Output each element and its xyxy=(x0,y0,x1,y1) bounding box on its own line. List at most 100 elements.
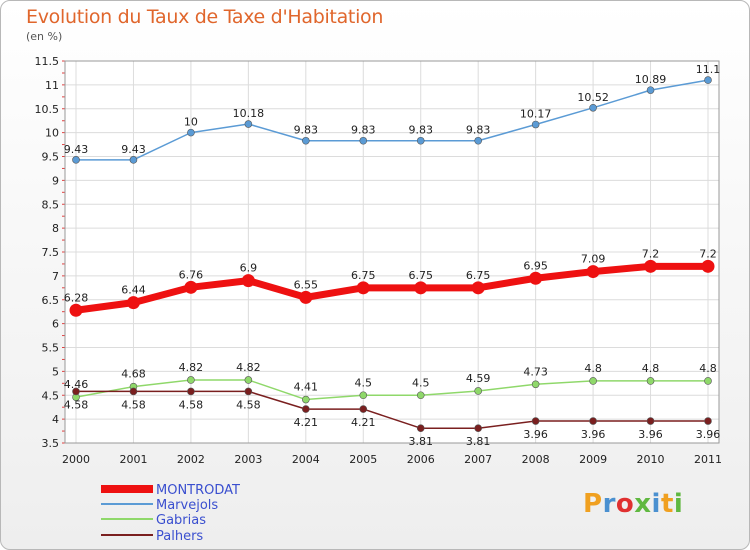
data-point xyxy=(129,387,138,396)
data-point xyxy=(589,103,597,112)
data-label: 10.18 xyxy=(233,107,265,120)
proxiti-logo: Proxiti xyxy=(583,489,683,519)
data-label: 7.2 xyxy=(642,247,660,260)
data-point xyxy=(414,281,428,295)
data-point xyxy=(244,387,253,396)
data-point xyxy=(416,136,425,145)
x-tick-label: 2010 xyxy=(637,453,665,466)
y-tick-label: 7.5 xyxy=(42,246,60,259)
data-point xyxy=(302,136,310,145)
data-label: 9.43 xyxy=(121,143,146,156)
data-label: 4.21 xyxy=(351,416,376,429)
data-label: 3.96 xyxy=(581,428,606,441)
x-tick-label: 2011 xyxy=(694,453,722,466)
data-label: 6.75 xyxy=(408,269,433,282)
logo-letter: t xyxy=(660,489,674,519)
data-point xyxy=(299,290,313,304)
x-tick-label: 2004 xyxy=(292,453,320,466)
data-label: 4.68 xyxy=(121,368,146,381)
data-label: 4.8 xyxy=(584,362,602,375)
data-label: 4.5 xyxy=(412,376,430,389)
data-label: 4.8 xyxy=(699,362,717,375)
data-point xyxy=(701,259,715,273)
data-label: 6.75 xyxy=(351,269,376,282)
data-label: 10.52 xyxy=(577,91,609,104)
data-point xyxy=(704,76,712,84)
series-line-montrodat xyxy=(75,262,708,314)
data-point xyxy=(302,405,310,413)
chart-title: Evolution du Taux de Taxe d'Habitation xyxy=(26,6,384,28)
data-point xyxy=(356,281,370,295)
data-label: 4.41 xyxy=(294,381,319,394)
data-point xyxy=(471,281,485,295)
x-tick-label: 2006 xyxy=(407,453,435,466)
data-label: 4.8 xyxy=(642,362,660,375)
data-point xyxy=(531,120,540,129)
data-point xyxy=(416,424,425,432)
y-tick-label: 9 xyxy=(52,174,59,187)
series-line-gabrias xyxy=(75,379,708,401)
data-point xyxy=(646,86,655,94)
data-point xyxy=(704,377,712,385)
x-tick-label: 2007 xyxy=(464,453,492,466)
data-point xyxy=(531,417,540,425)
data-label: 4.5 xyxy=(355,376,373,389)
data-label: 9.83 xyxy=(408,124,433,137)
data-label: 9.83 xyxy=(294,124,319,137)
data-point xyxy=(244,376,253,384)
data-point xyxy=(187,376,195,384)
data-label: 4.58 xyxy=(64,398,89,411)
data-label: 4.46 xyxy=(64,378,89,391)
data-point xyxy=(244,120,253,128)
data-label: 3.96 xyxy=(523,428,548,441)
data-point xyxy=(187,387,195,396)
data-point xyxy=(72,387,80,396)
data-point xyxy=(646,377,655,385)
logo-letter: P xyxy=(583,489,603,519)
data-point xyxy=(704,417,712,425)
y-axis-unit-label: (en %) xyxy=(26,30,63,43)
y-tick-label: 11.5 xyxy=(35,55,60,68)
x-tick-label: 2009 xyxy=(579,453,607,466)
y-tick-label: 5 xyxy=(52,365,59,378)
data-point xyxy=(589,377,597,385)
data-point xyxy=(359,136,368,145)
plot-border xyxy=(64,60,720,444)
y-tick-label: 9.5 xyxy=(42,151,60,164)
y-tick-label: 4.5 xyxy=(42,389,60,402)
data-label: 4.82 xyxy=(236,361,261,374)
data-label: 3.81 xyxy=(466,435,491,448)
data-point xyxy=(416,391,425,400)
data-label: 3.96 xyxy=(696,428,721,441)
data-label: 4.21 xyxy=(294,416,319,429)
data-label: 10.89 xyxy=(635,73,667,86)
series-line-marvejols xyxy=(76,79,709,161)
y-tick-label: 3.5 xyxy=(42,437,60,450)
x-tick-label: 2003 xyxy=(234,453,262,466)
x-tick-label: 2001 xyxy=(119,453,147,466)
y-tick-label: 7 xyxy=(52,270,59,283)
data-label: 10 xyxy=(184,116,198,129)
x-tick-label: 2002 xyxy=(177,453,205,466)
data-label: 3.81 xyxy=(408,435,433,448)
data-label: 9.83 xyxy=(466,124,491,137)
data-label: 3.96 xyxy=(638,428,663,441)
legend-entry-montrodat: MONTRODAT xyxy=(156,483,240,498)
x-tick-label: 2005 xyxy=(349,453,377,466)
legend-entry-marvejols: Marvejols xyxy=(156,498,218,513)
data-label: 6.75 xyxy=(466,269,491,282)
data-point xyxy=(529,271,543,285)
data-point xyxy=(241,274,255,288)
data-label: 7.09 xyxy=(581,253,606,266)
y-tick-label: 8.5 xyxy=(42,198,60,211)
y-tick-label: 6.5 xyxy=(42,294,60,307)
data-label: 6.44 xyxy=(121,284,146,297)
data-point xyxy=(126,296,140,310)
data-label: 9.43 xyxy=(64,143,89,156)
y-tick-label: 4 xyxy=(52,413,59,426)
x-tick-label: 2008 xyxy=(522,453,550,466)
series-line-palhers xyxy=(76,390,708,429)
data-point xyxy=(359,391,368,400)
data-label: 9.83 xyxy=(351,124,376,137)
